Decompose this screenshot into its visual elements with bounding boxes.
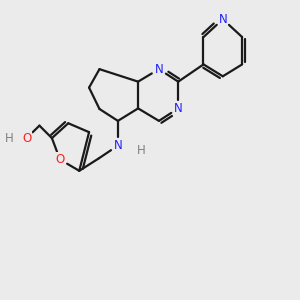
Text: H: H	[136, 143, 146, 157]
Text: N: N	[154, 63, 163, 76]
Text: H: H	[136, 143, 146, 157]
Text: O: O	[22, 132, 31, 145]
Text: O: O	[55, 153, 64, 166]
Text: H: H	[5, 132, 14, 145]
Text: N: N	[174, 102, 183, 115]
Text: H: H	[5, 132, 14, 145]
Text: N: N	[113, 139, 122, 152]
Text: N: N	[218, 13, 227, 26]
